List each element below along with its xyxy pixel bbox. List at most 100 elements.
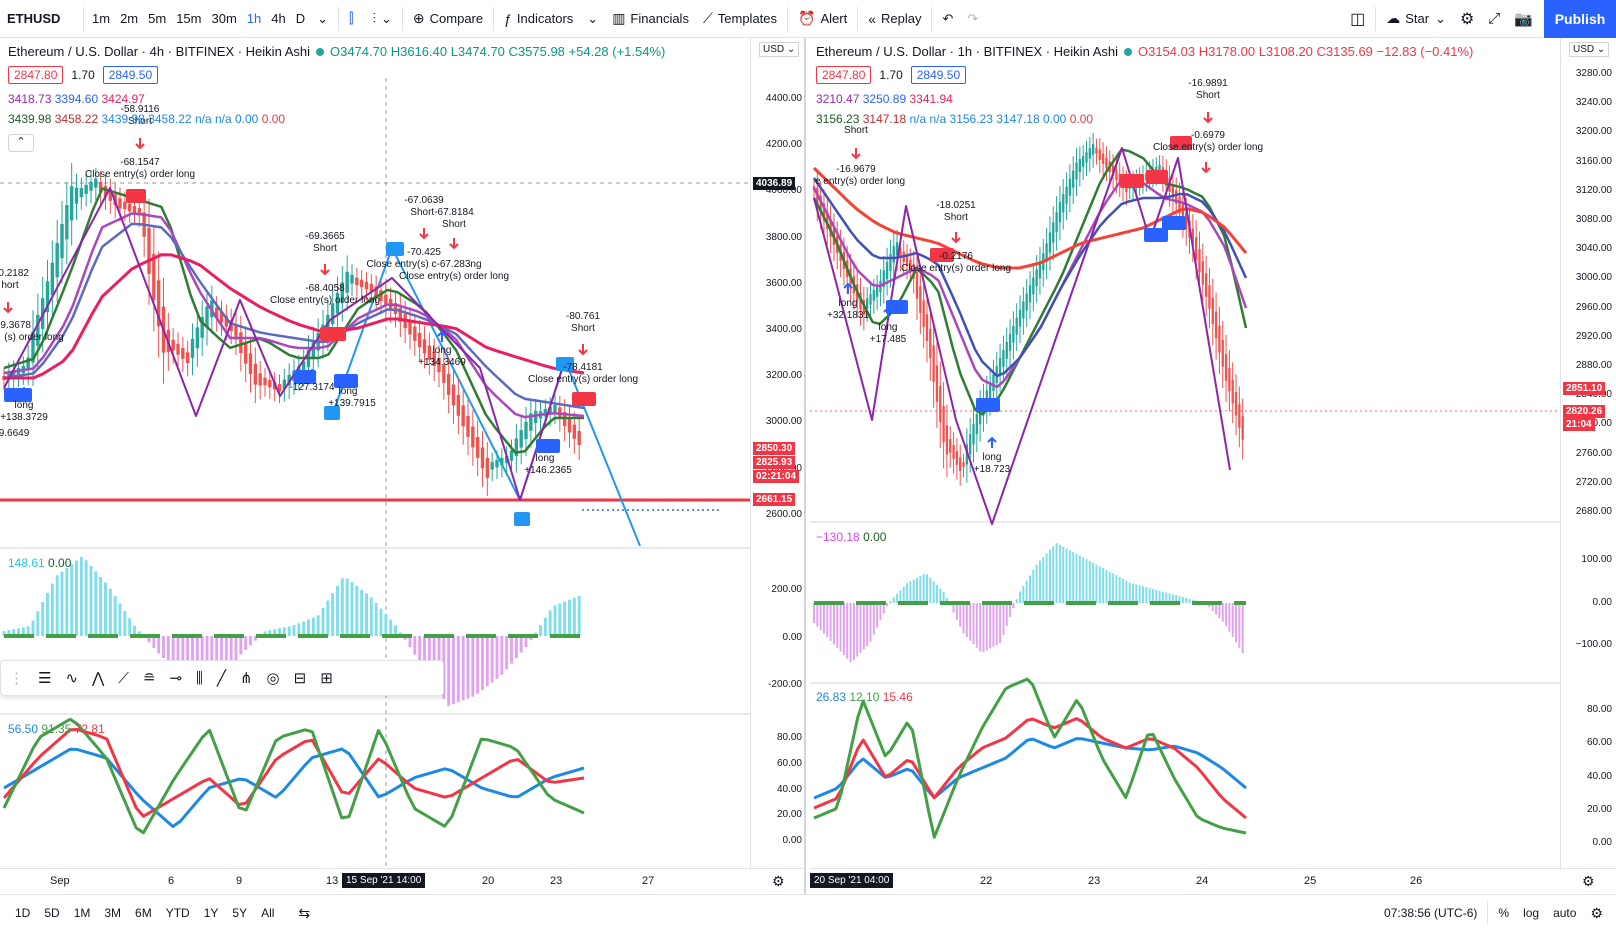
bid-price[interactable]: 2847.80	[816, 66, 872, 84]
candle-body	[7, 372, 11, 380]
candle-body	[108, 190, 113, 201]
date-range-button[interactable]: ⇆	[291, 905, 317, 922]
currency-select[interactable]: USD ⌄	[1569, 42, 1610, 57]
axis-settings-button[interactable]: ⚙	[772, 873, 785, 890]
chart-pane-4h[interactable]: -58.9116 Short -68.1547 Close entry(s) orde…	[0, 38, 806, 894]
auto-toggle[interactable]: auto	[1546, 906, 1583, 920]
vertical-lines-icon[interactable]: ⫼	[196, 669, 203, 687]
chart-pane-1h[interactable]: -16.9891 Short -0.6979 Close entry(s) order…	[810, 38, 1616, 894]
bid-price[interactable]: 2847.80	[8, 66, 64, 84]
range-label: 1D	[15, 906, 31, 920]
clock[interactable]: 07:38:56 (UTC-6)	[1377, 906, 1484, 920]
price-axis-1h[interactable]: USD ⌄ 3280.00 3240.00 3200.00 3160.00 3120.0…	[1560, 38, 1616, 868]
bar-style-button[interactable]: ⫿	[342, 0, 365, 38]
range-5D[interactable]: 5D	[37, 906, 66, 920]
indicators-dropdown[interactable]: ⌄	[580, 0, 605, 38]
trade-annotation: -0.6979	[1191, 130, 1225, 141]
time-axis-1h[interactable]: ⚙ 1222324252620 Sep '21 04:00	[810, 868, 1616, 894]
financials-button[interactable]: ▥ Financials	[605, 0, 696, 38]
interval-30m[interactable]: 30m	[206, 0, 241, 38]
redo-button[interactable]: ↷	[960, 0, 985, 38]
short-position-icon[interactable]: ⊞	[320, 670, 333, 687]
horizontal-lines-icon[interactable]: ☰	[38, 670, 52, 687]
chart-type-button[interactable]: ⫶ ⌄	[366, 0, 399, 38]
log-toggle[interactable]: log	[1516, 906, 1546, 920]
range-1M[interactable]: 1M	[67, 906, 98, 920]
snapshot-button[interactable]: 📷	[1507, 0, 1540, 38]
wave-123-icon[interactable]: ∿	[65, 670, 79, 687]
indicators-button[interactable]: ƒ Indicators	[497, 0, 580, 38]
rsi-legend: 56.50 91.35 72.81	[8, 722, 105, 736]
trade-annotation: -16.9891	[1188, 78, 1228, 89]
candle-body	[935, 365, 939, 402]
divider	[401, 6, 403, 31]
price-tick: 200.00	[771, 584, 802, 595]
trade-annotation: long	[839, 298, 858, 309]
candle-body	[543, 409, 548, 417]
candle-body	[1218, 325, 1221, 353]
horizontal-ray-icon[interactable]: ⊸	[169, 670, 183, 687]
axis-settings-button[interactable]: ⚙	[1582, 873, 1595, 890]
range-6M[interactable]: 6M	[128, 906, 159, 920]
circle-arc-icon[interactable]: ◎	[266, 670, 280, 687]
chart-settings-button[interactable]: ⚙	[1583, 905, 1610, 922]
candle-body	[195, 327, 200, 349]
interval-D[interactable]: D	[291, 0, 310, 38]
settings-button[interactable]: ⚙	[1453, 0, 1481, 38]
candle-body	[1194, 237, 1198, 260]
trend-line-icon[interactable]: ⟋	[118, 669, 129, 687]
star-layout-button[interactable]: ☁ Star ⌄	[1379, 0, 1453, 38]
range-1D[interactable]: 1D	[8, 906, 37, 920]
pitchfork-icon[interactable]: ⋔	[239, 670, 253, 687]
long-position-icon[interactable]: ⊟	[293, 670, 307, 687]
range-YTD[interactable]: YTD	[159, 906, 197, 920]
candle-body	[26, 357, 30, 371]
ohlc-values: O3474.70 H3616.40 L3474.70 C3575.98 +54.…	[329, 44, 666, 59]
range-3M[interactable]: 3M	[97, 906, 128, 920]
interval-1m[interactable]: 1m	[87, 0, 115, 38]
trade-annotation: -127.3174	[289, 382, 334, 393]
symbol-search[interactable]: ETHUSD	[0, 0, 80, 38]
gear-icon: ⚙	[1582, 873, 1595, 889]
rewind-icon: «	[868, 10, 876, 27]
ask-price[interactable]: 2849.50	[102, 66, 159, 84]
abc-pattern-icon[interactable]: ⋀	[92, 670, 105, 687]
interval-4h[interactable]: 4h	[266, 0, 290, 38]
alert-button[interactable]: ⏰ Alert	[791, 0, 854, 38]
rsi-value: 56.50	[8, 722, 39, 736]
collapse-legend-button[interactable]: ⌃	[8, 134, 34, 152]
range-1Y[interactable]: 1Y	[197, 906, 226, 920]
fib-icon[interactable]: ≘	[142, 670, 156, 687]
fullscreen-button[interactable]: ⤢	[1481, 0, 1507, 38]
interval-dropdown[interactable]: ⌄	[310, 0, 335, 38]
interval-2m[interactable]: 2m	[115, 0, 143, 38]
drag-handle-icon[interactable]: ⋮	[9, 670, 24, 687]
candle-body	[1075, 162, 1078, 180]
price-tick: 20.00	[776, 809, 802, 821]
range-All[interactable]: All	[254, 906, 281, 920]
undo-button[interactable]: ↶	[935, 0, 960, 38]
range-5Y[interactable]: 5Y	[225, 906, 254, 920]
spread-value: 1.70	[879, 68, 903, 82]
candle-body	[1171, 184, 1175, 198]
ind-value: 3439.98	[101, 112, 145, 126]
templates-button[interactable]: ⟋ Templates	[696, 0, 784, 38]
candle-body	[1002, 350, 1005, 367]
replay-button[interactable]: « Replay	[861, 0, 928, 38]
time-tick: 23	[1088, 875, 1101, 887]
price-tick: 4400.00	[765, 93, 802, 104]
currency-select[interactable]: USD ⌄	[759, 42, 800, 57]
compare-button[interactable]: ⊕ Compare	[406, 0, 490, 38]
time-axis-4h[interactable]: ⚙ Sep 6 9 13 20 23 27 15 Sep '21 14:00	[0, 868, 806, 894]
layout-button[interactable]: ◫	[1343, 0, 1372, 38]
interval-5m[interactable]: 5m	[143, 0, 171, 38]
interval-15m[interactable]: 15m	[171, 0, 206, 38]
line-icon[interactable]: ╱	[216, 670, 226, 687]
percent-toggle[interactable]: %	[1491, 906, 1516, 920]
price-axis-4h[interactable]: USD ⌄ 4400.00 4200.00 4000.00 3800.00 3600.0…	[750, 38, 806, 868]
ask-price[interactable]: 2849.50	[910, 66, 967, 84]
interval-1h[interactable]: 1h	[242, 0, 266, 38]
publish-button[interactable]: Publish	[1544, 0, 1616, 38]
